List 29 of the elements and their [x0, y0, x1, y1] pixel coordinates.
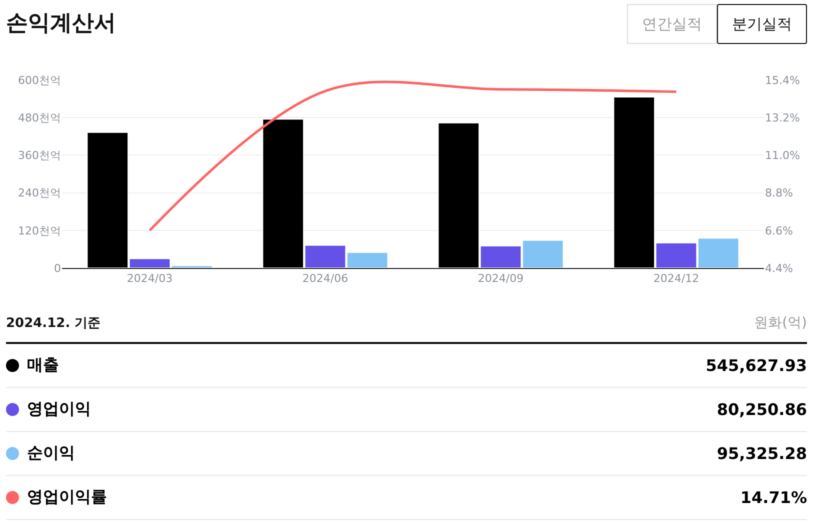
- x-tick-label: 2024/06: [302, 272, 348, 286]
- y-tick-label: 480천억: [18, 111, 61, 124]
- y2-tick-label: 6.6%: [765, 224, 793, 238]
- text: 14.71%: [740, 488, 807, 507]
- legend-label: 순이익: [26, 443, 75, 464]
- text: 원화(억): [754, 314, 807, 332]
- y-tick-label: 240천억: [18, 186, 61, 200]
- text: 분기실적: [717, 4, 807, 44]
- y-tick-label: 600천억: [18, 74, 61, 87]
- y-tick-label: 120천억: [18, 224, 61, 238]
- legend-label: 영업이익률: [26, 487, 107, 508]
- legend-label: 영업이익: [26, 399, 91, 420]
- y2-tick-label: 8.8%: [765, 186, 793, 200]
- x-tick-label: 2024/12: [653, 272, 700, 286]
- text: 95,325.28: [716, 444, 807, 463]
- x-tick-label: 2024/03: [126, 272, 173, 286]
- y2-tick-label: 15.4%: [765, 74, 800, 87]
- y-tick-label: 0: [54, 262, 61, 275]
- y2-tick-label: 4.4%: [765, 262, 793, 275]
- chart-title: 손익계산서: [6, 10, 116, 38]
- text: 2024.12. 기준: [6, 315, 101, 332]
- y2-tick-label: 13.2%: [765, 111, 800, 124]
- x-tick-label: 2024/09: [478, 272, 524, 286]
- legend-label: 매출: [26, 355, 59, 376]
- text: 연간실적: [627, 4, 717, 44]
- y2-tick-label: 11.0%: [765, 149, 800, 162]
- text: 545,627.93: [706, 356, 807, 375]
- text: 80,250.86: [716, 400, 807, 419]
- y-tick-label: 360천억: [18, 149, 61, 162]
